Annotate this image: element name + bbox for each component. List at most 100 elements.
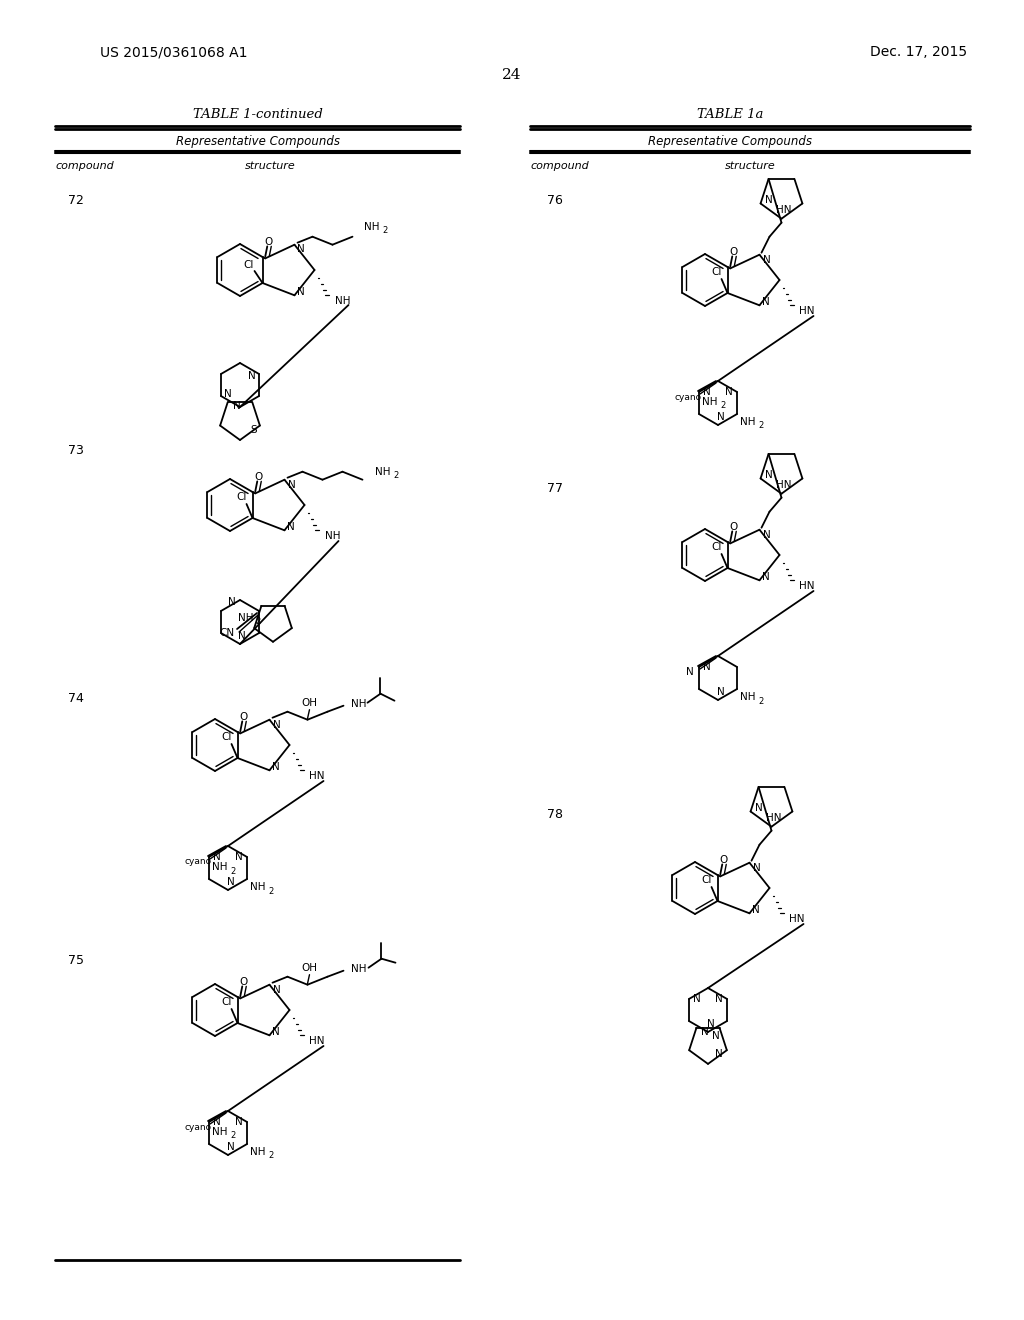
Text: N: N [213, 1117, 221, 1127]
Text: 2: 2 [758, 421, 763, 430]
Text: 24: 24 [502, 69, 522, 82]
Text: N: N [232, 401, 241, 412]
Text: HN: HN [799, 306, 814, 315]
Text: N: N [725, 387, 733, 397]
Text: O: O [240, 977, 248, 987]
Text: HN: HN [766, 813, 781, 822]
Text: NH: NH [701, 397, 718, 407]
Text: Cl: Cl [221, 997, 231, 1007]
Text: cyano: cyano [675, 392, 701, 401]
Text: N: N [213, 851, 221, 862]
Text: TABLE 1a: TABLE 1a [696, 108, 763, 121]
Text: NH: NH [351, 698, 367, 709]
Text: compound: compound [530, 161, 590, 172]
Text: N: N [703, 387, 711, 397]
Text: N: N [715, 994, 723, 1005]
Text: NH: NH [325, 531, 340, 541]
Text: N: N [271, 1027, 280, 1038]
Text: N: N [752, 906, 760, 915]
Text: NH: NH [238, 612, 254, 623]
Text: Cl: Cl [712, 543, 722, 552]
Text: cyano: cyano [184, 858, 212, 866]
Text: compound: compound [55, 161, 115, 172]
Text: 2: 2 [268, 1151, 273, 1160]
Text: N: N [236, 851, 243, 862]
Text: N: N [287, 523, 294, 532]
Text: NH: NH [365, 222, 380, 232]
Text: 75: 75 [68, 953, 84, 966]
Text: 2: 2 [720, 401, 725, 411]
Text: cyano: cyano [184, 1122, 212, 1131]
Text: N: N [762, 573, 769, 582]
Text: NH: NH [250, 882, 265, 892]
Text: 2: 2 [230, 1131, 236, 1140]
Text: NH: NH [250, 1147, 265, 1158]
Text: Cl: Cl [712, 267, 722, 277]
Text: N: N [236, 1117, 243, 1127]
Text: N: N [763, 255, 770, 265]
Text: N: N [297, 244, 304, 253]
Text: N: N [686, 667, 694, 677]
Text: Representative Compounds: Representative Compounds [648, 135, 812, 148]
Text: N: N [288, 479, 295, 490]
Text: O: O [264, 238, 272, 247]
Text: S: S [251, 425, 257, 434]
Text: HN: HN [776, 479, 792, 490]
Text: 2: 2 [230, 866, 236, 875]
Text: N: N [765, 195, 772, 206]
Text: 78: 78 [547, 808, 563, 821]
Text: N: N [224, 389, 231, 399]
Text: Cl: Cl [221, 733, 231, 742]
Text: Dec. 17, 2015: Dec. 17, 2015 [870, 45, 967, 59]
Text: 2: 2 [383, 226, 388, 235]
Text: 76: 76 [547, 194, 563, 206]
Text: OH: OH [301, 962, 317, 973]
Text: N: N [765, 470, 772, 480]
Text: N: N [272, 719, 281, 730]
Text: 2: 2 [255, 618, 260, 627]
Text: NH: NH [351, 964, 367, 974]
Text: N: N [763, 529, 770, 540]
Text: N: N [712, 1031, 720, 1041]
Text: TABLE 1-continued: TABLE 1-continued [194, 108, 323, 121]
Text: N: N [227, 876, 234, 887]
Text: N: N [271, 763, 280, 772]
Text: NH: NH [212, 1127, 227, 1137]
Text: Cl: Cl [701, 875, 712, 884]
Text: HN: HN [309, 1036, 325, 1045]
Text: O: O [254, 473, 262, 482]
Text: N: N [708, 1019, 715, 1030]
Text: NH: NH [335, 296, 350, 306]
Text: NH: NH [740, 417, 756, 426]
Text: N: N [248, 371, 256, 381]
Text: N: N [227, 1142, 234, 1152]
Text: US 2015/0361068 A1: US 2015/0361068 A1 [100, 45, 248, 59]
Text: HN: HN [788, 913, 804, 924]
Text: N: N [272, 985, 281, 995]
Text: N: N [693, 994, 700, 1005]
Text: NH: NH [212, 862, 227, 873]
Text: 77: 77 [547, 482, 563, 495]
Text: HN: HN [309, 771, 325, 781]
Text: N: N [239, 631, 246, 642]
Text: N: N [717, 412, 725, 422]
Text: 72: 72 [68, 194, 84, 206]
Text: N: N [715, 1049, 723, 1059]
Text: N: N [703, 663, 711, 672]
Text: O: O [729, 247, 737, 257]
Text: NH: NH [376, 467, 391, 477]
Text: HN: HN [799, 581, 814, 591]
Text: structure: structure [245, 161, 295, 172]
Text: N: N [717, 686, 725, 697]
Text: 2: 2 [268, 887, 273, 895]
Text: 74: 74 [68, 692, 84, 705]
Text: N: N [753, 863, 761, 873]
Text: 73: 73 [68, 444, 84, 457]
Text: O: O [240, 713, 248, 722]
Text: N: N [701, 1027, 710, 1038]
Text: N: N [762, 297, 769, 308]
Text: Cl: Cl [237, 492, 247, 502]
Text: O: O [719, 855, 727, 866]
Text: N: N [755, 804, 763, 813]
Text: 2: 2 [758, 697, 763, 705]
